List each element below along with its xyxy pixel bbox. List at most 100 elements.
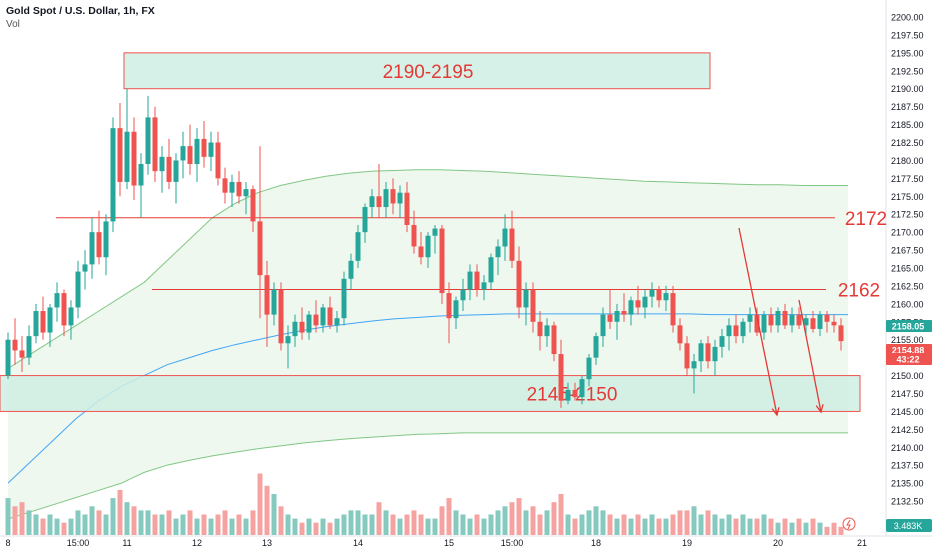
candle-body (838, 325, 844, 342)
lightning-icon-glyph (846, 519, 851, 530)
candle-body (579, 379, 585, 398)
volume-bar (572, 518, 578, 535)
candle-body (481, 282, 487, 290)
candle-body (61, 293, 67, 326)
volume-bar (257, 473, 263, 535)
candle-body (243, 189, 249, 197)
price-tick-label: 2165.00 (891, 264, 924, 274)
volume-bar (222, 510, 228, 535)
volume-bar (404, 514, 410, 535)
candle-body (103, 221, 109, 258)
level-label: 2162 (838, 281, 880, 302)
time-tick-label: 18 (591, 538, 601, 548)
price-tag-text: 2154.88 (892, 346, 925, 356)
volume-bar (551, 502, 557, 535)
volume-bar (61, 522, 67, 535)
volume-bar (131, 506, 137, 535)
volume-bar (621, 514, 627, 535)
candle-body (187, 146, 193, 165)
volume-bar (306, 518, 312, 535)
candle-body (418, 246, 424, 258)
candle-body (467, 271, 473, 290)
candle-body (250, 189, 256, 222)
time-tick-label: 12 (192, 538, 202, 548)
arrow-head (771, 407, 780, 417)
candle-body (698, 343, 704, 362)
price-tick-label: 2177.50 (891, 174, 924, 184)
arrow-line (738, 227, 778, 416)
candle-body (194, 138, 200, 165)
volume-bar (320, 518, 326, 535)
volume-bar (474, 514, 480, 535)
candle-body (68, 307, 74, 326)
candle-body (614, 311, 620, 322)
price-tick-label: 2162.50 (891, 281, 924, 291)
volume-bar (110, 498, 116, 535)
time-tick-label: 13 (262, 538, 272, 548)
volume-bar (523, 510, 529, 535)
volume-bar (418, 514, 424, 535)
price-tick-label: 2132.50 (891, 497, 924, 507)
volume-bar (684, 510, 690, 535)
candle-body (54, 293, 60, 308)
price-tick-label: 2145.00 (891, 407, 924, 417)
volume-bar (607, 514, 613, 535)
price-tick-label: 2155.00 (891, 335, 924, 345)
candle-body (768, 314, 774, 326)
candle-body (474, 271, 480, 290)
volume-bar (775, 522, 781, 535)
volume-bar (628, 518, 634, 535)
volume-bar (19, 502, 25, 535)
candle-body (383, 189, 389, 208)
price-tag-bg (886, 320, 932, 332)
candle-body (747, 314, 753, 322)
zone-label: 2145-2150 (527, 385, 618, 406)
candle-body (523, 289, 529, 308)
volume-bar (740, 514, 746, 535)
candle-body (558, 354, 564, 401)
volume-bar (481, 518, 487, 535)
candle-body (12, 339, 18, 351)
candle-body (453, 300, 459, 319)
time-tick-label: 15:00 (501, 538, 524, 548)
volume-bar (26, 510, 32, 535)
candle-body (229, 181, 235, 193)
candle-body (649, 289, 655, 297)
volume-bar (831, 522, 837, 535)
volume-bar (299, 522, 305, 535)
volume-bar (516, 498, 522, 535)
volume-bar (747, 518, 753, 535)
price-tick-label: 2167.50 (891, 246, 924, 256)
volume-bar (75, 510, 81, 535)
price-tag-bg (886, 353, 932, 365)
candle-body (628, 300, 634, 315)
candle-body (180, 146, 186, 161)
volume-bar (600, 510, 606, 535)
time-tick-label: 11 (122, 538, 131, 548)
candle-body (691, 361, 697, 369)
candle-body (215, 142, 221, 179)
symbol-title[interactable]: Gold Spot / U.S. Dollar, 1h, FX (6, 5, 155, 17)
volume-bar (425, 518, 431, 535)
candle-body (719, 336, 725, 347)
candle-body (530, 289, 536, 322)
volume-bar (593, 506, 599, 535)
volume-bar (82, 514, 88, 535)
volume-bar (712, 514, 718, 535)
volume-bar (194, 518, 200, 535)
volume-bar (754, 518, 760, 535)
volume-bar (761, 514, 767, 535)
volume-bar (313, 522, 319, 535)
price-tick-label: 2190.00 (891, 84, 924, 94)
price-tag-text: 43:22 (896, 355, 919, 365)
volume-bar (124, 502, 130, 535)
volume-bar (670, 514, 676, 535)
price-tick-label: 2187.50 (891, 102, 924, 112)
candle-body (572, 389, 578, 398)
price-tick-label: 2175.00 (891, 192, 924, 202)
volume-bar (446, 498, 452, 535)
price-tick-label: 2170.00 (891, 228, 924, 238)
candle-body (47, 307, 53, 333)
